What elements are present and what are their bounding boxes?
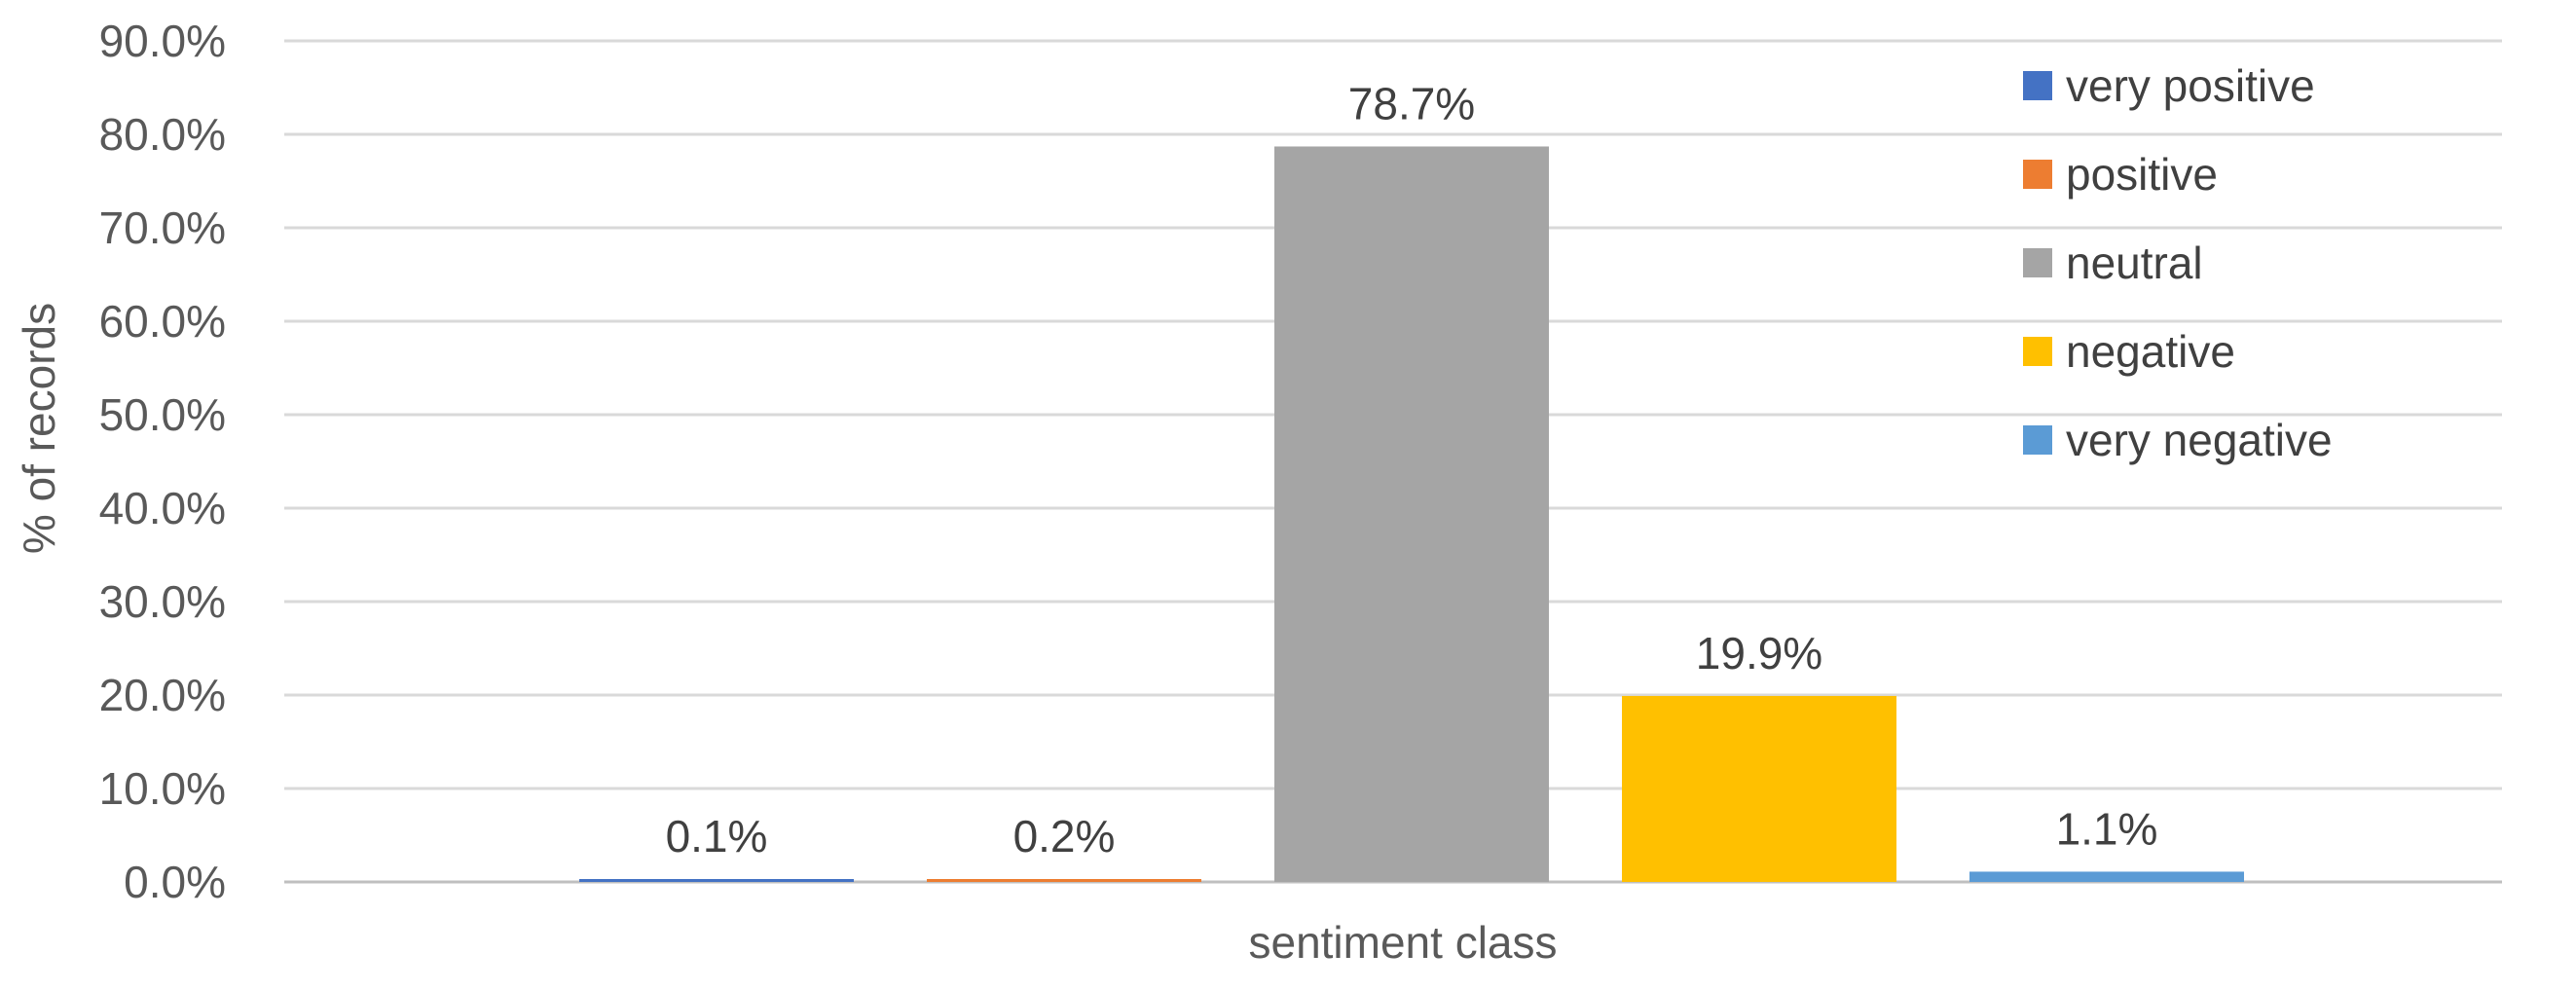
legend-label: negative [2066,326,2235,377]
data-label: 0.1% [666,811,768,862]
y-tick-label: 50.0% [99,389,226,440]
y-tick-label: 90.0% [99,16,226,66]
bar-neutral [1274,146,1549,883]
data-label: 19.9% [1696,628,1822,678]
y-axis-title: % of records [14,303,64,554]
bar-negative [1622,695,1896,882]
x-axis-title: sentiment class [1248,917,1557,968]
y-tick-label: 20.0% [99,670,226,720]
bars [579,146,2244,883]
data-label: 1.1% [2056,803,2158,854]
data-labels: 0.1% 0.2% 78.7% 19.9% 1.1% [666,78,2158,862]
legend-swatch [2023,160,2052,189]
y-tick-label: 70.0% [99,202,226,253]
legend-swatch [2023,248,2052,277]
y-tick-label: 30.0% [99,576,226,627]
legend-label: very positive [2066,60,2315,111]
legend-label: very negative [2066,415,2333,465]
y-tick-label: 40.0% [99,483,226,533]
y-tick-label: 0.0% [124,857,226,907]
bar-positive [927,879,1201,882]
legend-swatch [2023,337,2052,366]
bar-very-negative [1969,871,2244,882]
data-label: 0.2% [1013,811,1116,862]
y-axis-ticks: 0.0% 10.0% 20.0% 30.0% 40.0% 50.0% 60.0% 70.0% 8… [99,16,226,907]
legend-label: positive [2066,149,2218,200]
legend-swatch [2023,71,2052,100]
bar-very-positive [579,879,854,882]
legend-label: neutral [2066,238,2203,288]
data-label: 78.7% [1348,78,1475,128]
y-tick-label: 80.0% [99,109,226,160]
y-tick-label: 10.0% [99,763,226,814]
legend: very positive positive neutral negative very… [2023,60,2333,465]
legend-swatch [2023,425,2052,455]
y-tick-label: 60.0% [99,296,226,347]
